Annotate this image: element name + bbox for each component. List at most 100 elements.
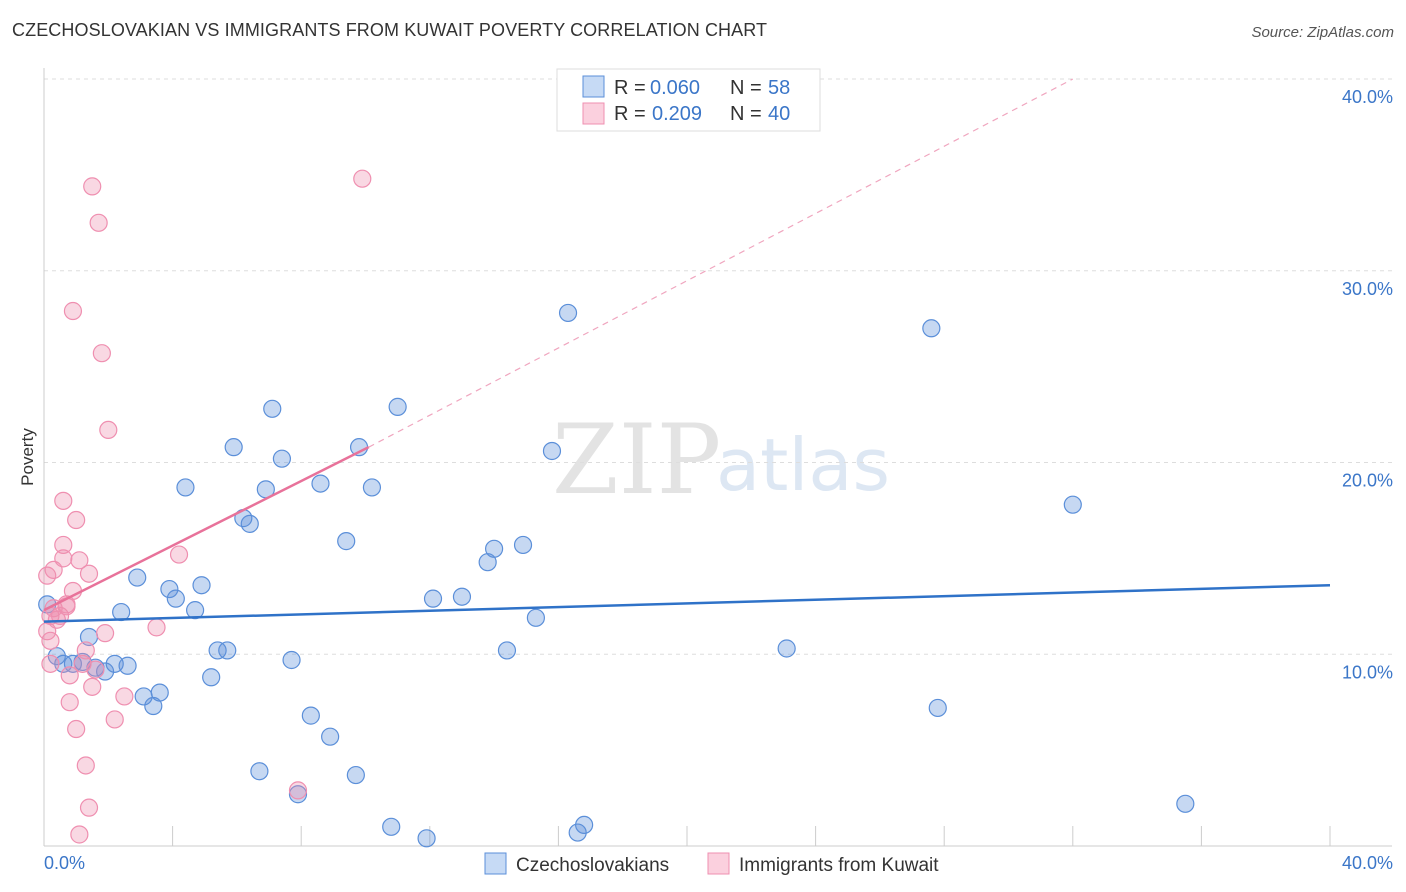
kuwait-point-38 <box>288 781 308 800</box>
legend-n-label-1: N = <box>730 77 762 99</box>
czech-point-53 <box>777 639 796 658</box>
czech-point-50 <box>558 303 578 323</box>
gridlines <box>44 78 1392 655</box>
kuwait-point-20 <box>70 551 89 570</box>
czech-point-49 <box>542 441 562 461</box>
kuwait-point-11 <box>54 491 73 510</box>
x-axis-ticks <box>172 826 1331 846</box>
bottom-legend-swatch-czech <box>484 852 507 875</box>
kuwait-point-23 <box>76 756 95 775</box>
kuwait-point-17 <box>63 301 83 321</box>
kuwait-point-21 <box>70 825 89 844</box>
czech-point-26 <box>250 762 269 781</box>
kuwait-point-9 <box>54 535 73 555</box>
czech-point-36 <box>346 765 365 785</box>
czech-point-55 <box>928 698 947 718</box>
kuwait-point-25 <box>79 798 99 817</box>
legend-swatch-kuwait <box>582 102 605 125</box>
czech-point-54 <box>922 319 941 338</box>
czech-point-41 <box>417 829 436 848</box>
czech-point-16 <box>166 589 185 608</box>
watermark-zip: ZIP <box>552 404 721 516</box>
legend-n-value-1: 58 <box>768 77 790 99</box>
kuwait-point-26 <box>79 564 99 583</box>
czech-point-22 <box>218 641 237 660</box>
czech-point-21 <box>208 641 227 660</box>
x-tick-label-min: 0.0% <box>44 853 85 873</box>
czech-point-30 <box>282 650 301 670</box>
kuwait-point-39 <box>353 169 372 188</box>
czech-point-34 <box>321 727 340 746</box>
bottom-legend-label-czech: Czechoslovakians <box>516 855 669 876</box>
kuwait-point-13 <box>57 597 76 616</box>
czech-point-38 <box>362 478 382 497</box>
watermark-atlas: atlas <box>716 423 890 507</box>
czech-point-2 <box>54 654 73 673</box>
kuwait-point-37 <box>169 545 189 564</box>
y-tick-label-0: 10.0% <box>1342 662 1393 682</box>
trend-line-kuwait <box>43 446 370 612</box>
bottom-legend-swatch-kuwait <box>707 852 730 875</box>
czech-point-56 <box>1063 495 1082 514</box>
bottom-legend: Czechoslovakians Immigrants from Kuwait <box>484 852 939 876</box>
czech-point-48 <box>526 608 545 627</box>
kuwait-point-3 <box>41 631 60 650</box>
x-tick-label-max: 40.0% <box>1342 853 1393 873</box>
kuwait-point-28 <box>83 677 102 696</box>
czech-point-33 <box>311 474 330 493</box>
legend-r-label-1: R = <box>614 77 646 99</box>
czech-point-35 <box>337 532 356 551</box>
czech-point-9 <box>112 602 131 622</box>
kuwait-point-4 <box>41 654 60 673</box>
kuwait-point-10 <box>54 549 73 568</box>
y-axis-label: Poverty <box>18 428 37 486</box>
czech-point-47 <box>513 535 533 555</box>
kuwait-point-14 <box>60 666 79 685</box>
czech-point-23 <box>224 438 243 457</box>
czech-point-19 <box>192 576 211 595</box>
series-czechoslovakians-points <box>38 303 1195 848</box>
y-tick-label-1: 20.0% <box>1342 471 1393 491</box>
czech-point-52 <box>575 815 594 835</box>
series-kuwait-points <box>38 169 372 844</box>
trend-line-kuwait-extension <box>368 78 1074 448</box>
trend-lines <box>43 78 1331 623</box>
kuwait-point-15 <box>60 693 79 712</box>
trend-line-czech <box>43 583 1331 623</box>
czech-point-39 <box>382 817 401 836</box>
czech-point-14 <box>150 683 169 702</box>
kuwait-point-31 <box>92 344 111 363</box>
czech-point-29 <box>272 449 292 468</box>
legend-box: R = 0.060 N = 58 R = 0.209 N = 40 <box>556 68 821 132</box>
kuwait-point-24 <box>76 641 95 660</box>
legend-r-label-2: R = <box>614 103 646 125</box>
kuwait-point-35 <box>115 687 134 706</box>
czech-point-25 <box>240 514 259 533</box>
chart-source: Source: ZipAtlas.com <box>1251 24 1394 41</box>
czech-point-20 <box>202 668 221 687</box>
kuwait-point-19 <box>67 510 86 530</box>
legend-n-label-2: N = <box>730 103 762 125</box>
y-tick-labels: 10.0% 20.0% 30.0% 40.0% <box>1342 87 1393 682</box>
kuwait-point-32 <box>95 624 115 643</box>
kuwait-point-33 <box>99 420 118 440</box>
czech-point-45 <box>485 539 504 558</box>
kuwait-point-18 <box>67 719 86 739</box>
czech-point-31 <box>288 785 308 804</box>
czech-point-46 <box>497 641 517 660</box>
kuwait-point-29 <box>86 660 105 679</box>
legend-r-value-1: 0.060 <box>650 77 700 99</box>
czech-point-28 <box>263 399 282 418</box>
legend-r-value-2: 0.209 <box>652 103 702 125</box>
czech-point-32 <box>301 706 320 725</box>
kuwait-point-27 <box>83 177 102 196</box>
y-tick-label-3: 40.0% <box>1342 87 1393 107</box>
czech-point-43 <box>452 587 472 606</box>
czech-point-57 <box>1176 794 1195 813</box>
czech-point-10 <box>118 656 137 675</box>
y-tick-label-2: 30.0% <box>1342 279 1393 299</box>
legend-swatch-czech <box>582 75 605 98</box>
kuwait-point-30 <box>89 213 108 232</box>
czech-point-15 <box>160 579 179 599</box>
